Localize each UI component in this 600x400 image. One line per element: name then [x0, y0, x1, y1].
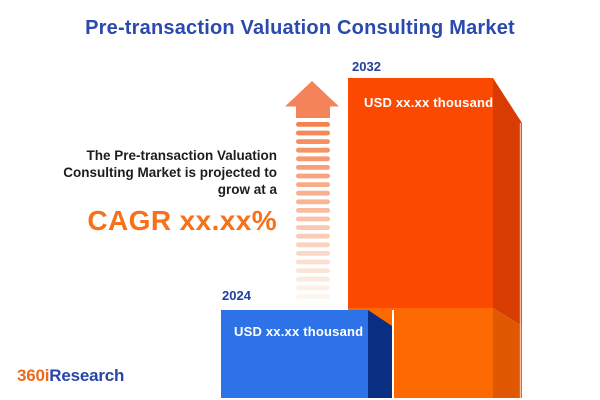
brand-logo-suffix: Research	[49, 366, 125, 385]
brand-logo: 360iResearch	[17, 366, 124, 386]
growth-arrow-stripes	[296, 122, 330, 299]
annotation-line-2: Consulting Market is projected to	[63, 165, 277, 180]
bar-2032-face	[348, 78, 493, 308]
annotation-block: The Pre-transaction Valuation Consulting…	[63, 147, 277, 236]
growth-arrow-head-icon	[285, 81, 339, 118]
bar-2024-value-label: USD xx.xx thousand	[234, 324, 364, 339]
bar-gap-line	[392, 310, 394, 398]
annotation-line-1: The Pre-transaction Valuation	[86, 148, 277, 163]
page-title: Pre-transaction Valuation Consulting Mar…	[85, 17, 515, 39]
bar-2024-year-label: 2024	[222, 288, 251, 303]
bar-2032-edge-highlight	[519, 123, 522, 398]
bar-2032-year-label: 2032	[352, 59, 381, 74]
brand-logo-prefix: 360i	[17, 366, 50, 385]
bar-2024-side	[368, 310, 392, 398]
bar-2032-value-label: USD xx.xx thousand	[364, 95, 494, 110]
annotation-line-3: grow at a	[217, 182, 277, 197]
bar-2032-base-side	[493, 308, 522, 398]
cagr-value: CAGR xx.xx%	[87, 205, 277, 236]
bar-2032-side	[493, 78, 522, 326]
bar-2024-face	[221, 310, 368, 398]
